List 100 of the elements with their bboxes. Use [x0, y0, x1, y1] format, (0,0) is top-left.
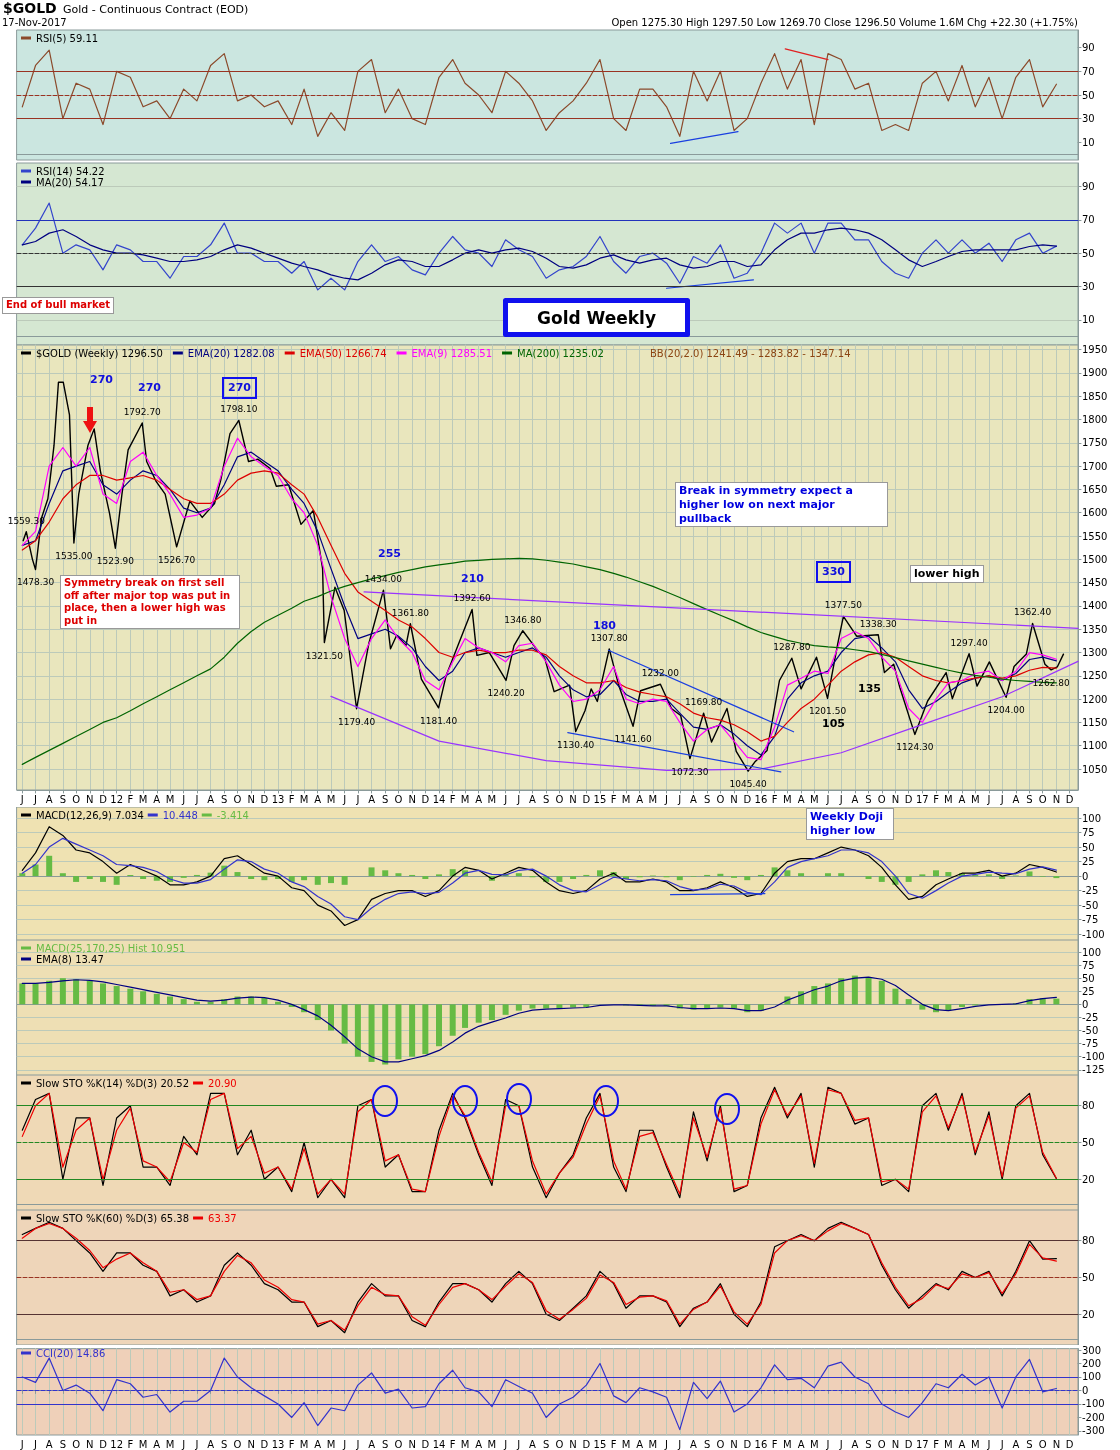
- x-tick-label: M: [944, 793, 953, 805]
- x-tick-label: A: [45, 793, 53, 805]
- x-tick-label: J: [181, 793, 186, 805]
- x-tick-label: F: [449, 793, 456, 805]
- x-tick-label: 16: [754, 1438, 768, 1450]
- x-tick-label: F: [610, 1438, 617, 1450]
- x-tick-label: A: [636, 793, 644, 805]
- x-tick-label: F: [933, 793, 940, 805]
- x-tick-label: M: [783, 1438, 792, 1450]
- chart-subtitle: Gold - Continuous Contract (EOD): [63, 3, 249, 16]
- y-tick-label: 1650: [1082, 483, 1108, 495]
- annotation: 105: [822, 717, 845, 731]
- x-tick-label: M: [138, 1438, 148, 1450]
- y-tick-label: 50: [1082, 247, 1095, 259]
- x-tick-label: M: [165, 793, 175, 805]
- annotation: 1169.80: [685, 697, 723, 708]
- x-tick-label: N: [247, 1438, 255, 1450]
- x-tick-label: D: [260, 793, 269, 805]
- x-tick-label: S: [382, 1438, 389, 1450]
- x-tick-label: A: [851, 793, 859, 805]
- annotation: 255: [378, 547, 401, 561]
- x-tick-label: J: [838, 1438, 843, 1450]
- y-tick-label: -25: [1082, 1011, 1099, 1023]
- x-tick-label: J: [19, 793, 24, 805]
- x-tick-label: M: [944, 1438, 953, 1450]
- annotation: 1526.70: [158, 554, 196, 565]
- x-tick-label: M: [460, 793, 470, 805]
- legend-label: EMA(20) 1282.08: [187, 347, 275, 359]
- x-tick-label: N: [1052, 793, 1061, 805]
- x-tick-label: A: [797, 1438, 805, 1450]
- y-tick-label: 1150: [1082, 716, 1108, 728]
- x-tick-label: D: [99, 793, 108, 805]
- x-tick-label: S: [865, 1438, 872, 1450]
- x-tick-label: M: [970, 1438, 980, 1450]
- annotation: 180: [593, 619, 616, 633]
- annotation: 1478.30: [16, 577, 55, 588]
- y-tick-label: -300: [1082, 1425, 1105, 1437]
- legend-label: EMA(8) 13.47: [36, 953, 104, 965]
- annotation: 1297.40: [950, 637, 988, 648]
- x-tick-label: 14: [432, 793, 446, 805]
- chart-title: Gold Weekly: [537, 307, 656, 328]
- x-tick-label: O: [716, 793, 725, 805]
- legend-label: Slow STO %K(60) %D(3) 65.38: [36, 1212, 190, 1224]
- framed-label: 270: [222, 377, 257, 399]
- y-tick-label: 200: [1082, 1357, 1102, 1369]
- callout-box: End of bull market: [2, 297, 114, 314]
- x-tick-label: 12: [110, 793, 124, 805]
- x-tick-label: S: [865, 793, 872, 805]
- x-tick-label: A: [475, 793, 483, 805]
- y-tick-label: -50: [1082, 1025, 1099, 1037]
- x-tick-label: F: [127, 793, 134, 805]
- x-tick-label: A: [529, 1438, 537, 1450]
- x-tick-label: M: [648, 1438, 658, 1450]
- x-tick-label: O: [72, 793, 81, 805]
- legend-label: RSI(14) 54.22: [36, 165, 105, 177]
- legend-label: -3.414: [216, 809, 249, 821]
- y-tick-label: 1400: [1082, 600, 1108, 612]
- x-tick-label: S: [543, 1438, 550, 1450]
- x-tick-label: S: [221, 1438, 228, 1450]
- x-tick-label: O: [877, 1438, 886, 1450]
- y-tick-label: 1850: [1082, 390, 1108, 402]
- x-tick-label: M: [783, 793, 792, 805]
- x-tick-label: 14: [432, 1438, 446, 1450]
- legend-label: 63.37: [208, 1212, 237, 1224]
- annotation: 1181.40: [419, 715, 458, 726]
- x-tick-label: J: [355, 1438, 360, 1450]
- y-tick-label: -50: [1082, 899, 1099, 911]
- x-tick-label: S: [543, 793, 550, 805]
- x-tick-label: S: [59, 1438, 67, 1450]
- legend-label: RSI(5) 59.11: [36, 32, 99, 44]
- y-tick-label: 50: [1082, 841, 1095, 853]
- x-tick-label: A: [368, 1438, 376, 1450]
- x-tick-label: A: [1012, 793, 1020, 805]
- x-tick-label: J: [503, 793, 508, 805]
- x-tick-label: A: [851, 1438, 859, 1450]
- annotation: 1045.40: [729, 779, 768, 790]
- x-tick-label: N: [569, 1438, 577, 1450]
- y-tick-label: 50: [1082, 1272, 1095, 1283]
- y-tick-label: -25: [1082, 885, 1099, 897]
- x-tick-label: O: [1038, 793, 1047, 805]
- x-tick-label: D: [904, 1438, 913, 1450]
- annotation: 1130.40: [557, 739, 595, 750]
- x-tick-label: F: [127, 1438, 134, 1450]
- framed-label: 330: [816, 561, 851, 583]
- annotation: 270: [138, 381, 161, 395]
- legend-label: EMA(9) 1285.51: [411, 347, 493, 359]
- y-tick-label: 1800: [1082, 414, 1108, 426]
- legend-label: $GOLD (Weekly) 1296.50: [36, 347, 163, 359]
- x-tick-label: D: [99, 1438, 108, 1450]
- legend-label: MACD(12,26,9) 7.034: [36, 809, 144, 821]
- x-tick-label: M: [487, 793, 497, 805]
- x-tick-label: D: [743, 1438, 752, 1450]
- annotation: 1201.50: [808, 706, 847, 717]
- x-tick-label: A: [368, 793, 376, 805]
- x-tick-label: M: [326, 1438, 336, 1450]
- annotation: 1179.40: [337, 716, 376, 727]
- y-tick-label: 25: [1082, 856, 1095, 868]
- x-tick-label: 17: [915, 793, 929, 805]
- x-tick-label: 16: [754, 793, 768, 805]
- x-tick-label: S: [703, 1438, 711, 1450]
